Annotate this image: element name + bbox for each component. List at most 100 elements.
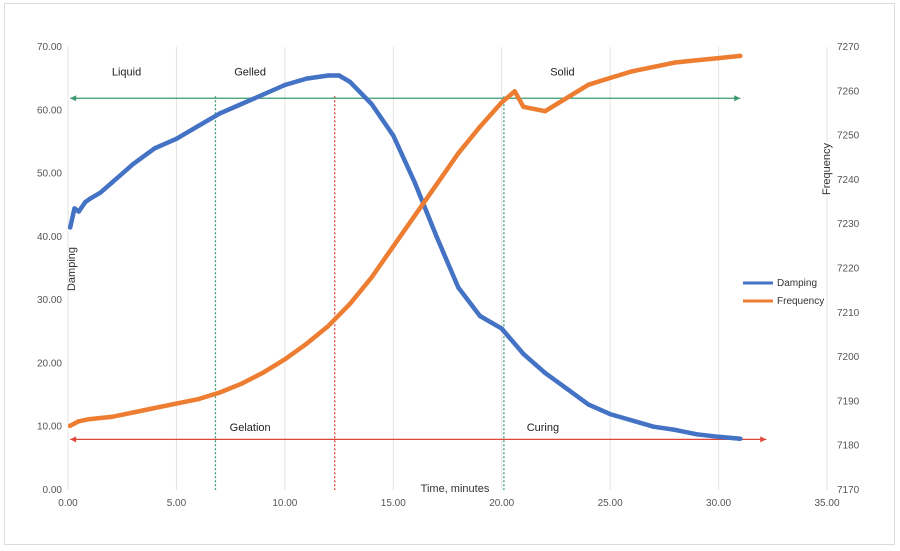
data-point-frequency: [282, 357, 288, 362]
data-point-frequency: [326, 323, 331, 329]
y2-tick-label: 7270: [837, 42, 860, 53]
data-point-frequency: [261, 370, 266, 375]
y-tick-label: 50.00: [37, 169, 62, 180]
x-tick-label: 25.00: [598, 498, 623, 509]
region-label: Liquid: [112, 66, 141, 78]
data-point-damping: [83, 199, 88, 205]
data-point-frequency: [412, 213, 418, 218]
y-tick-label: 60.00: [37, 105, 62, 116]
data-point-frequency: [564, 95, 569, 101]
data-point-damping: [651, 424, 656, 429]
y-tick-label: 20.00: [37, 358, 62, 369]
y2-tick-label: 7250: [837, 131, 860, 142]
x-axis-ticks: 0.00 5.00 10.00 15.00 20.00 25.00 30.00 35.00: [58, 498, 840, 509]
data-point-damping: [629, 418, 634, 423]
data-point-frequency: [174, 401, 179, 406]
data-point-damping: [456, 285, 461, 290]
data-point-frequency: [239, 381, 244, 386]
data-point-frequency: [68, 423, 73, 428]
x-tick-label: 5.00: [167, 498, 187, 509]
data-point-damping: [369, 101, 374, 107]
data-point-frequency: [521, 104, 526, 110]
data-point-damping: [239, 101, 244, 107]
data-point-damping: [217, 111, 222, 116]
data-point-damping: [391, 133, 396, 138]
grid-lines: [67, 47, 828, 490]
y2-tick-label: 7190: [837, 396, 860, 407]
y2-tick-label: 7220: [837, 264, 860, 275]
data-point-frequency: [369, 275, 374, 280]
data-point-damping: [195, 123, 201, 129]
legend: Damping Frequency: [743, 278, 824, 307]
process-range-line-arrow-end: [760, 436, 767, 443]
data-point-damping: [72, 206, 77, 211]
x-tick-label: 10.00: [272, 498, 297, 509]
data-point-damping: [76, 209, 82, 214]
y-tick-label: 30.00: [37, 295, 62, 306]
chart-frame: 0.00 10.00 20.00 30.00 40.00 50.00 60.00 70.00 …: [4, 3, 895, 545]
y-axis-title: Damping: [66, 247, 78, 291]
data-point-frequency: [109, 414, 114, 420]
y-tick-label: 10.00: [37, 422, 62, 433]
y2-tick-label: 7180: [837, 441, 860, 452]
data-point-frequency: [512, 89, 517, 94]
left-axis-ticks: 0.00 10.00 20.00 30.00 40.00 50.00 60.00 70.00: [37, 42, 62, 496]
y-tick-label: 70.00: [37, 42, 62, 53]
phase-range-line-arrow-end: [734, 95, 741, 102]
data-point-frequency: [434, 182, 439, 187]
data-point-damping: [68, 225, 73, 230]
y2-tick-label: 7260: [837, 86, 860, 97]
data-point-damping: [521, 351, 526, 357]
data-point-damping: [98, 190, 103, 195]
y2-tick-label: 7200: [837, 352, 860, 363]
region-label: Curing: [527, 422, 559, 434]
data-point-frequency: [76, 419, 82, 424]
data-point-damping: [412, 180, 418, 186]
legend-label-frequency: Frequency: [777, 296, 824, 307]
range-markers: [70, 95, 767, 490]
damping-frequency-chart: 0.0010.0020.0030.0040.0050.0060.0070.00 …: [37, 42, 860, 509]
data-point-frequency: [391, 244, 396, 249]
data-point-damping: [434, 234, 439, 240]
data-point-damping: [174, 136, 179, 141]
data-point-damping: [336, 73, 342, 78]
y-tick-label: 40.00: [37, 232, 62, 243]
data-point-damping: [304, 76, 309, 81]
data-point-frequency: [195, 397, 201, 402]
y2-axis-title: Frequency: [821, 143, 833, 195]
x-tick-label: 30.00: [706, 498, 731, 509]
data-point-damping: [542, 370, 548, 376]
data-point-damping: [499, 326, 504, 331]
data-point-frequency: [87, 416, 92, 422]
data-series: [67, 53, 743, 441]
data-point-damping: [716, 434, 721, 439]
y2-tick-label: 7210: [837, 308, 860, 319]
data-point-damping: [738, 436, 743, 441]
data-point-frequency: [217, 390, 222, 395]
right-axis-ticks: 7170 7180 7190 7200 7210 7220 7230 7240 7250 7260…: [837, 42, 860, 496]
data-point-damping: [87, 196, 92, 202]
region-labels: Liquid Gelled Solid Gelation Curing: [112, 66, 575, 434]
x-tick-label: 0.00: [58, 498, 78, 509]
x-tick-label: 15.00: [381, 498, 406, 509]
data-point-frequency: [499, 100, 504, 105]
data-point-damping: [477, 313, 483, 319]
data-point-damping: [347, 79, 353, 85]
y2-tick-label: 7170: [837, 485, 860, 496]
data-point-damping: [607, 411, 613, 417]
data-point-frequency: [629, 69, 634, 74]
phase-range-line-arrow-start: [70, 95, 77, 102]
data-point-frequency: [586, 82, 591, 87]
region-label: Gelation: [230, 422, 271, 434]
series-line-damping: [67, 73, 743, 441]
data-point-frequency: [130, 410, 136, 415]
x-axis-title: Time, minutes: [421, 483, 490, 495]
legend-label-damping: Damping: [777, 278, 817, 289]
data-point-damping: [694, 432, 700, 437]
data-point-frequency: [694, 58, 700, 63]
data-point-frequency: [477, 124, 483, 129]
x-tick-label: 35.00: [814, 498, 839, 509]
data-point-frequency: [456, 151, 461, 156]
data-point-frequency: [304, 341, 309, 346]
y-tick-label: 0.00: [43, 485, 63, 496]
